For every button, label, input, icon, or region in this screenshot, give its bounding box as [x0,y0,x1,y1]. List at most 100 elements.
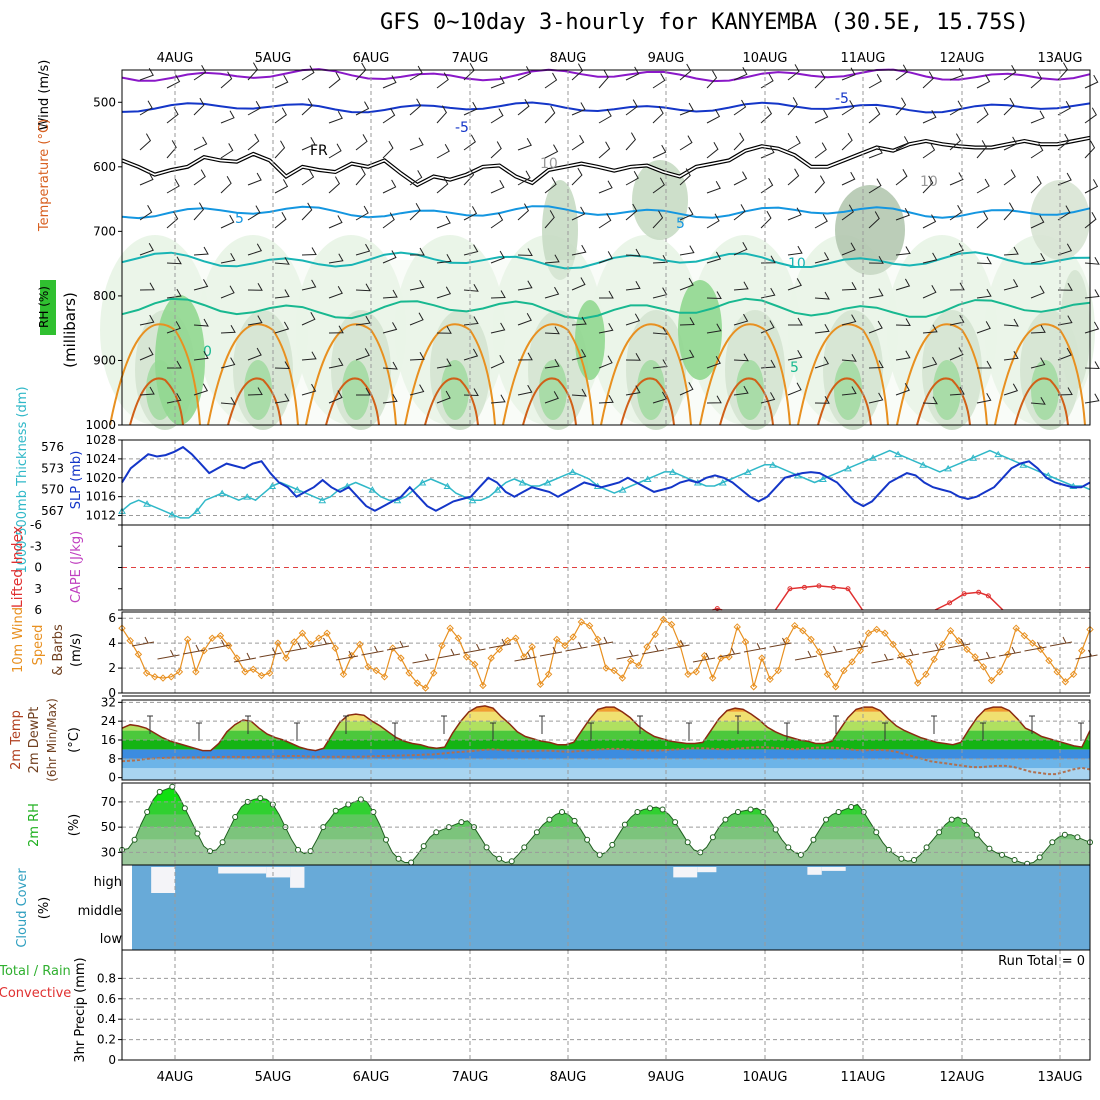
wind-barb [949,386,965,396]
rh-point [860,809,867,816]
wind-barb [247,315,263,326]
contour-label: 5 [235,211,244,227]
wind-barb [652,144,667,159]
temp-contour-hot [522,377,577,426]
wind-barb [193,64,207,81]
wind-barb [652,106,664,124]
wind-barb [679,102,694,116]
cloud-cover-area [132,865,1090,950]
rh-point [596,851,603,858]
wind-barb [139,133,152,151]
wind-speed-marker [495,645,504,654]
date-label-top: 13AUG [1037,51,1082,66]
wind-speed-marker [438,641,446,650]
rh-shading [539,360,567,420]
thickness-marker [243,493,252,500]
wind-barb [544,177,557,194]
wind-barb [949,282,965,291]
lifted-index-point [830,584,836,590]
wind-speed-marker [389,644,397,652]
rh-shading [542,180,578,280]
wind-barb [166,321,181,334]
minmax-bar [245,715,251,734]
wind-barb [976,393,992,404]
wind-barb [679,135,693,151]
surface-wind-barb [157,649,180,660]
thickness-marker [844,464,852,472]
rh-point [131,836,138,843]
thickness-tick: 567 [41,504,64,518]
wind-speed-marker [192,668,200,676]
wind-barb [436,105,448,124]
wind-tick: 0 [108,686,116,700]
precip-tick: 0.8 [97,971,116,985]
wind-barb [679,382,694,396]
lifted-index-axis-label: Lifted Index [10,526,26,608]
wind-barb [1003,136,1018,151]
wind-barb [328,357,344,369]
wind-speed-marker [569,633,577,641]
thickness-marker [193,507,201,514]
wind-speed-marker [265,669,274,677]
wind-barb [490,75,505,89]
surface-wind-barb [131,636,155,647]
wind-barb [841,353,857,362]
wind-barb [274,107,287,124]
rh-tick: 70 [101,795,116,809]
wind-barb [1084,140,1096,159]
wind-speed-marker [840,666,848,675]
temp-tick: 16 [101,733,116,747]
contour-label: 5 [676,216,685,232]
wind-barb [382,212,395,229]
wind-barb [868,392,884,404]
surface-wind-barb [412,653,435,664]
wind-barb [733,204,746,221]
wind-barb [652,255,668,264]
wind-barb [706,180,721,194]
wind-barb [544,391,559,404]
rh-point [433,829,440,836]
rh-shading [678,280,722,380]
wind-barb [274,211,287,229]
wind-axis-label-4: (m/s) [69,633,84,667]
wind-barb [652,359,668,369]
rh-axis-label: RH (%) [37,286,51,328]
wind-speed-marker [1045,656,1053,665]
wind-speed-marker [741,638,750,646]
wind-speed-marker [905,658,914,666]
rh-point [370,809,377,816]
wind-speed-marker [971,653,979,661]
thickness-marker [894,450,902,458]
wind-barb [760,287,776,299]
wind-barb [517,312,532,326]
wind-barb [679,207,694,221]
wind-barb [976,321,991,334]
rh-point [257,795,264,802]
rh-point [873,829,880,836]
thickness-marker [143,500,151,507]
wind-speed-marker [733,623,741,631]
wind-barb [841,314,857,326]
wind-barb [1084,74,1099,89]
temp-contour-hot [424,377,479,426]
thickness-marker [318,496,327,504]
surface-wind-barb [233,652,257,663]
date-label-top: 4AUG [157,51,194,66]
wind-barb [706,109,721,124]
wind-speed-marker [979,663,988,671]
wind-speed-marker [520,653,528,661]
wind-barb [409,98,422,116]
wind-speed-marker [479,681,487,690]
wind-barb [490,322,506,334]
rh-point [1061,831,1068,838]
wind-barb [598,70,609,89]
wind-barb [436,215,451,229]
temp-band [122,730,1090,740]
wind-barb [787,350,803,361]
rh-point [571,817,578,824]
thickness-marker [919,461,927,468]
wind-barb [409,203,421,221]
wind-barb [355,205,369,221]
temp-axis-label-4: (°C) [67,727,82,753]
wind-barb [247,282,263,291]
